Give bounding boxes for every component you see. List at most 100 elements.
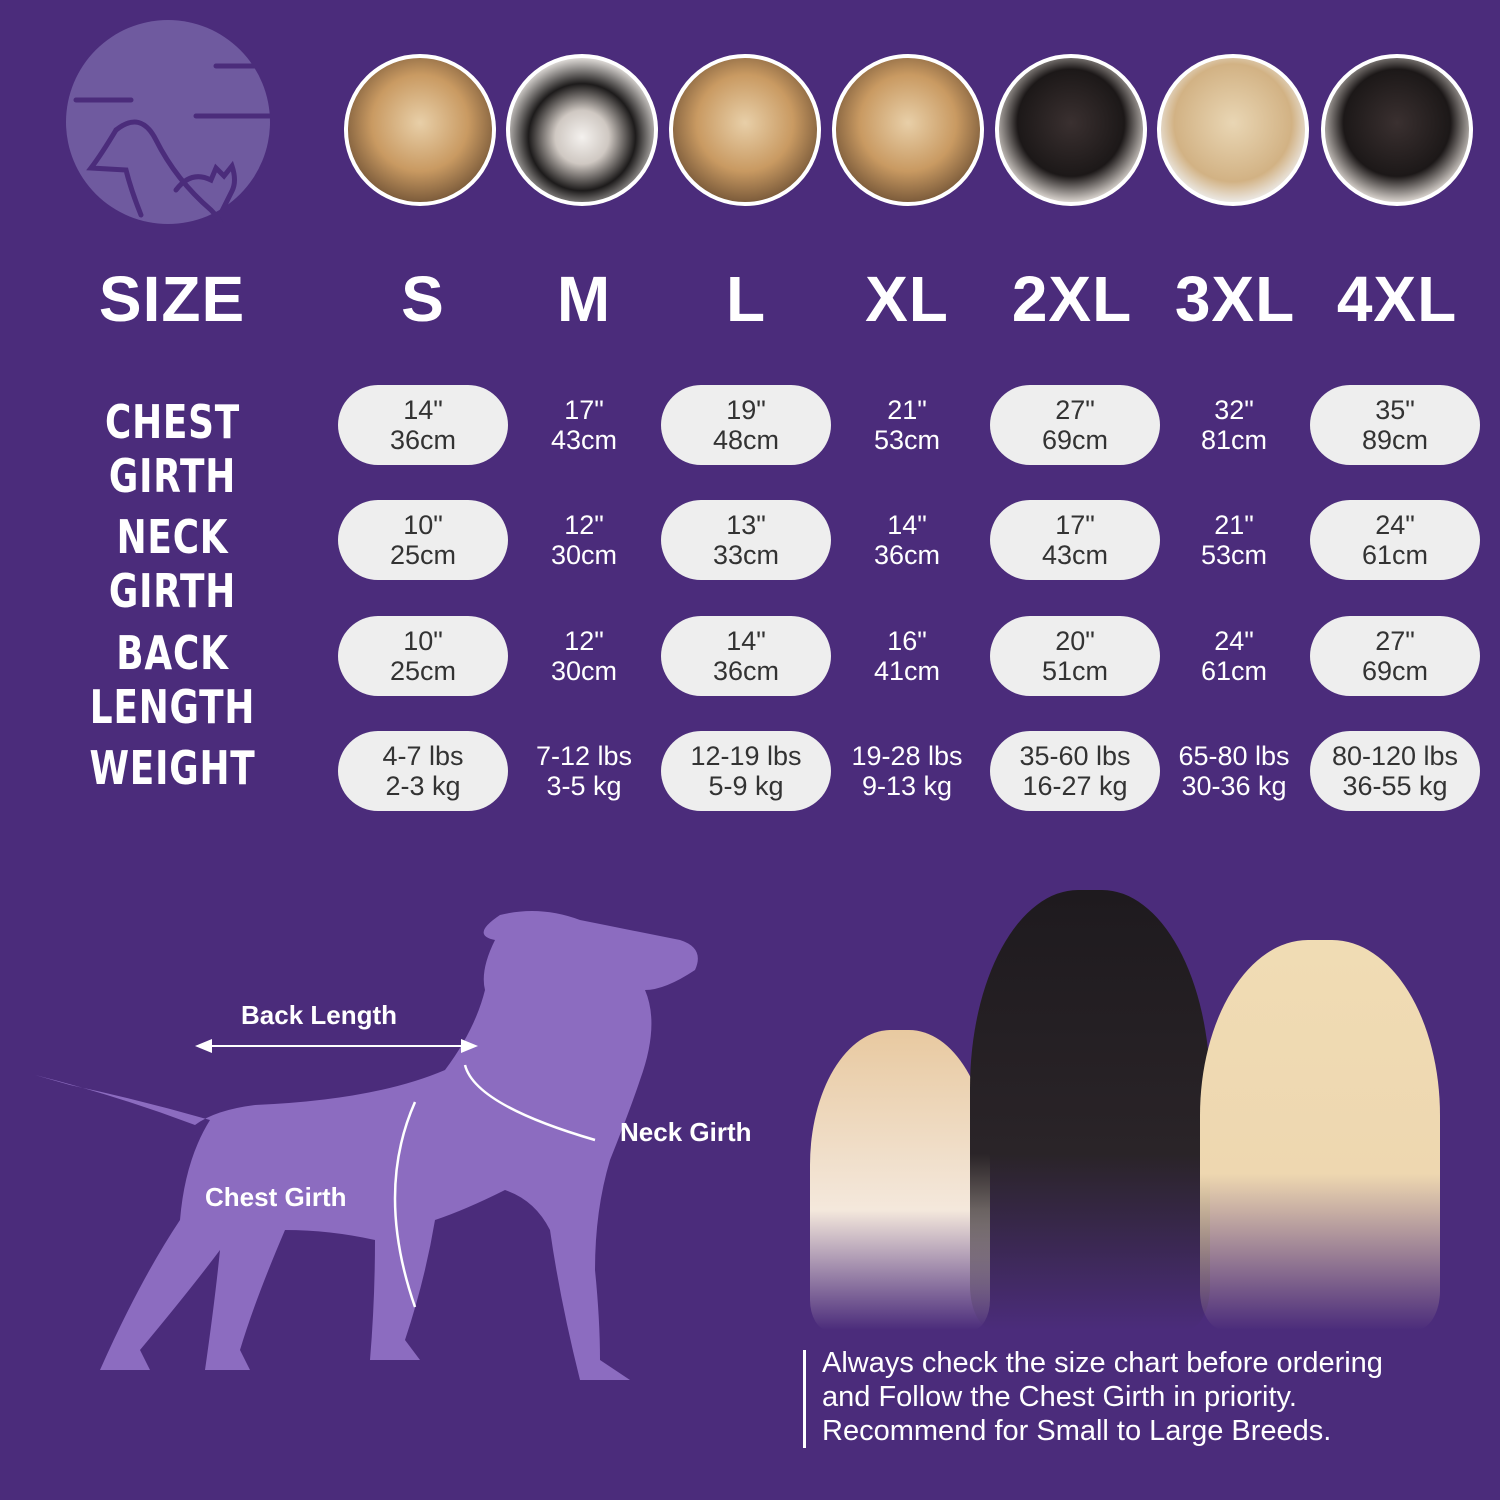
note-divider — [803, 1350, 806, 1448]
cell-4xl: 80-120 lbs 36-55 kg — [1310, 731, 1480, 811]
note-line: and Follow the Chest Girth in priority. — [822, 1381, 1297, 1413]
ordering-note: Always check the size chart before order… — [822, 1346, 1383, 1448]
cell-l: 12-19 lbs 5-9 kg — [661, 731, 831, 811]
cell-value: 30-36 kg — [1181, 771, 1287, 801]
cell-value: 61cm — [1200, 656, 1268, 686]
breed-photo-shih-tzu — [344, 54, 496, 206]
note-line: Recommend for Small to Large Breeds. — [822, 1415, 1332, 1447]
labrador-photo — [1200, 940, 1440, 1330]
note-line: Always check the size chart before order… — [822, 1347, 1383, 1379]
cell-value: 16-27 kg — [1022, 771, 1128, 801]
cell-3xl: 65-80 lbs 30-36 kg — [1149, 731, 1319, 811]
cell-4xl: 35" 89cm — [1310, 385, 1480, 465]
cell-value: 14" — [403, 395, 443, 425]
size-header-3xl: 3XL — [1174, 263, 1296, 335]
size-header-2xl: 2XL — [1011, 263, 1133, 335]
cell-s: 4-7 lbs 2-3 kg — [338, 731, 508, 811]
cell-value: 27" — [1375, 626, 1415, 656]
cell-value: 21" — [887, 395, 927, 425]
cell-2xl: 17" 43cm — [990, 500, 1160, 580]
cell-3xl: 32" 81cm — [1149, 385, 1319, 465]
cell-4xl: 27" 69cm — [1310, 616, 1480, 696]
cell-value: 69cm — [1361, 656, 1429, 686]
cell-value: 9-13 kg — [861, 771, 953, 801]
cell-l: 13" 33cm — [661, 500, 831, 580]
cell-value: 81cm — [1200, 425, 1268, 455]
cell-value: 17" — [1055, 510, 1095, 540]
cell-value: 3-5 kg — [546, 771, 622, 801]
cell-2xl: 35-60 lbs 16-27 kg — [990, 731, 1160, 811]
cell-value: 65-80 lbs — [1178, 741, 1290, 771]
cell-value: 25cm — [389, 540, 457, 570]
cell-3xl: 24" 61cm — [1149, 616, 1319, 696]
cell-value: 10" — [403, 510, 443, 540]
cell-s: 10" 25cm — [338, 500, 508, 580]
cell-value: 24" — [1214, 626, 1254, 656]
cell-l: 14" 36cm — [661, 616, 831, 696]
cell-value: 21" — [1214, 510, 1254, 540]
cell-m: 12" 30cm — [499, 500, 669, 580]
cell-value: 32" — [1214, 395, 1254, 425]
size-header-xl: XL — [865, 263, 949, 335]
cell-value: 16" — [887, 626, 927, 656]
row-label: BACK LENGTH — [89, 626, 256, 734]
size-header-4xl: 4XL — [1336, 263, 1458, 335]
cell-2xl: 27" 69cm — [990, 385, 1160, 465]
cell-value: 10" — [403, 626, 443, 656]
cell-value: 17" — [564, 395, 604, 425]
cell-value: 12" — [564, 510, 604, 540]
cell-value: 80-120 lbs — [1331, 741, 1459, 771]
cell-m: 17" 43cm — [499, 385, 669, 465]
cell-value: 14" — [887, 510, 927, 540]
chihuahua-photo — [810, 1030, 990, 1330]
cell-value: 19-28 lbs — [851, 741, 963, 771]
breed-photo-border-collie — [995, 54, 1147, 206]
breed-photo-beagle — [832, 54, 984, 206]
cell-value: 14" — [726, 626, 766, 656]
cell-xl: 21" 53cm — [822, 385, 992, 465]
cell-m: 12" 30cm — [499, 616, 669, 696]
cell-value: 69cm — [1041, 425, 1109, 455]
cell-value: 12" — [564, 626, 604, 656]
cell-3xl: 21" 53cm — [1149, 500, 1319, 580]
dog-silhouette — [35, 911, 698, 1380]
cell-value: 36cm — [712, 656, 780, 686]
cell-value: 30cm — [550, 656, 618, 686]
cell-value: 24" — [1375, 510, 1415, 540]
cell-value: 33cm — [712, 540, 780, 570]
breed-photo-cocker-spaniel — [669, 54, 821, 206]
cell-value: 35-60 lbs — [1019, 741, 1131, 771]
cell-value: 41cm — [873, 656, 941, 686]
cell-xl: 16" 41cm — [822, 616, 992, 696]
row-label: NECK GIRTH — [108, 510, 237, 618]
breed-photo-doberman — [1321, 54, 1473, 206]
cell-value: 20" — [1055, 626, 1095, 656]
neck-girth-label: Neck Girth — [620, 1117, 752, 1147]
cell-l: 19" 48cm — [661, 385, 831, 465]
dog-cat-logo-icon — [73, 63, 299, 248]
size-header-l: L — [725, 263, 767, 335]
cell-xl: 19-28 lbs 9-13 kg — [822, 731, 992, 811]
cell-xl: 14" 36cm — [822, 500, 992, 580]
cell-value: 27" — [1055, 395, 1095, 425]
cell-value: 5-9 kg — [708, 771, 784, 801]
row-label: WEIGHT — [89, 741, 256, 795]
back-length-label: Back Length — [241, 1000, 398, 1030]
cell-m: 7-12 lbs 3-5 kg — [499, 731, 669, 811]
size-header-s: S — [401, 263, 445, 335]
cell-value: 43cm — [1041, 540, 1109, 570]
breed-photo-labrador — [1157, 54, 1309, 206]
cell-value: 25cm — [389, 656, 457, 686]
french-bulldog-photo — [970, 890, 1210, 1330]
dog-silhouette-diagram — [35, 911, 698, 1380]
cell-value: 43cm — [550, 425, 618, 455]
row-label: CHEST GIRTH — [104, 395, 241, 503]
cell-value: 53cm — [873, 425, 941, 455]
size-header-m: M — [556, 263, 612, 335]
cell-2xl: 20" 51cm — [990, 616, 1160, 696]
cell-value: 19" — [726, 395, 766, 425]
cell-value: 89cm — [1361, 425, 1429, 455]
size-header-label: SIZE — [98, 263, 246, 335]
three-dogs-photo — [770, 880, 1450, 1330]
cell-s: 10" 25cm — [338, 616, 508, 696]
